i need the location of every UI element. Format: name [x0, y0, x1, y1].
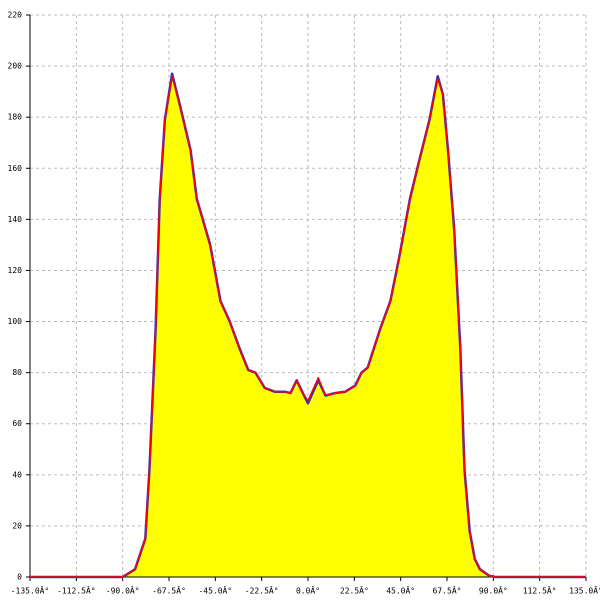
x-tick-label: 112.5Â°: [523, 585, 557, 596]
y-tick-label: 40: [12, 470, 22, 479]
x-tick-label: -112.5Â°: [57, 585, 96, 596]
x-tick-label: 45.0Â°: [386, 585, 415, 596]
y-tick-label: 140: [8, 215, 23, 224]
y-tick-label: 180: [8, 113, 23, 122]
x-tick-label: -22.5Â°: [245, 585, 279, 596]
x-tick-label: -45.0Â°: [198, 585, 232, 596]
y-tick-label: 100: [8, 317, 23, 326]
x-tick-label: 0.0Â°: [296, 585, 320, 596]
x-tick-label: 67.5Â°: [433, 585, 462, 596]
x-tick-label: -135.0Â°: [11, 585, 50, 596]
y-tick-label: 220: [8, 11, 23, 20]
series-line: [30, 75, 586, 578]
area-fill: [30, 73, 586, 577]
y-tick-label: 200: [8, 62, 23, 71]
y-tick-label: 60: [12, 419, 22, 428]
x-tick-label: -67.5Â°: [152, 585, 186, 596]
x-tick-label: -90.0Â°: [106, 585, 140, 596]
y-tick-label: 20: [12, 521, 22, 530]
y-tick-label: 80: [12, 368, 22, 377]
x-tick-label: 135.0Â°: [569, 585, 600, 596]
y-tick-label: 120: [8, 266, 23, 275]
x-tick-label: 90.0Â°: [479, 585, 508, 596]
x-tick-label: 22.5Â°: [340, 585, 369, 596]
y-tick-label: 0: [17, 573, 22, 582]
y-tick-label: 160: [8, 164, 23, 173]
